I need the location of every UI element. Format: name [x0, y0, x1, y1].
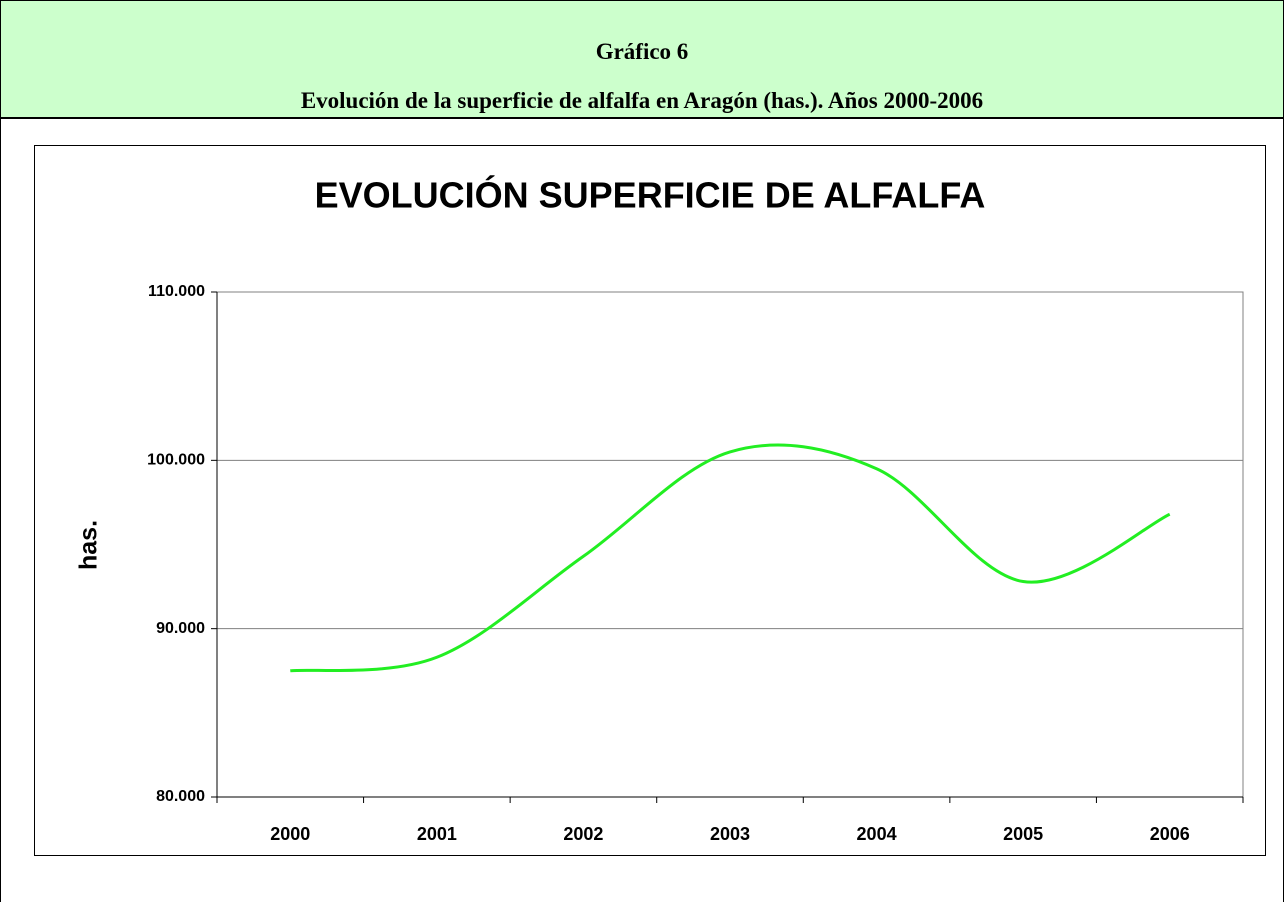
border	[1283, 116, 1284, 902]
y-tick-label: 100.000	[147, 452, 205, 469]
y-tick-label: 90.000	[156, 620, 205, 637]
x-tick-label: 2002	[563, 824, 603, 844]
x-tick-label: 2003	[710, 824, 750, 844]
header-subtitle: Evolución de la superficie de alfalfa en…	[300, 88, 984, 113]
plot-area	[216, 291, 1244, 798]
y-tick-label: 110.000	[148, 283, 205, 300]
header-title: Gráfico 6	[595, 39, 689, 64]
data-line	[290, 443, 1171, 673]
border	[0, 116, 1, 902]
header: Gráfico 6 Evolución de la superficie de …	[0, 0, 1284, 119]
x-tick-label: 2005	[1003, 824, 1043, 844]
chart-title: EVOLUCIÓN SUPERFICIE DE ALFALFA	[315, 174, 986, 216]
x-tick-label: 2001	[417, 824, 457, 844]
x-tick-label: 2006	[1150, 824, 1190, 844]
x-tick-label: 2004	[857, 824, 897, 844]
x-tick-label: 2000	[270, 824, 310, 844]
y-axis-label: has.	[75, 520, 103, 570]
y-tick-label: 80.000	[156, 788, 205, 805]
